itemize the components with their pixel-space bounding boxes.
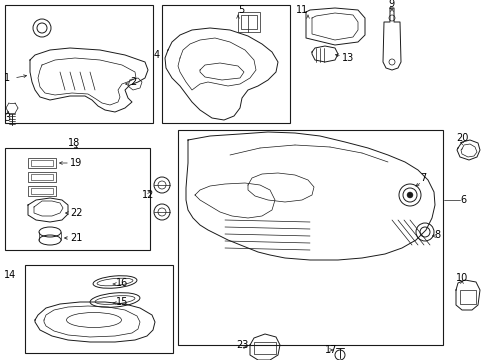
Text: 6: 6 (459, 195, 465, 205)
Text: 5: 5 (238, 5, 244, 15)
Bar (178, 130, 442, 345)
Bar (459, 290, 475, 304)
Bar (253, 342, 275, 354)
Bar (241, 15, 257, 29)
Bar (31, 160, 53, 166)
Bar (28, 172, 56, 182)
Bar (162, 5, 289, 123)
Bar (5, 5, 153, 123)
Text: 3: 3 (4, 113, 10, 123)
Text: 16: 16 (116, 278, 128, 288)
Text: 17: 17 (325, 345, 337, 355)
Text: 21: 21 (70, 233, 82, 243)
Text: 4: 4 (154, 50, 160, 60)
Text: 1: 1 (4, 73, 10, 83)
Text: 14: 14 (4, 270, 16, 280)
Text: 22: 22 (70, 208, 82, 218)
Text: 2: 2 (130, 77, 136, 87)
Text: 10: 10 (455, 273, 468, 283)
Bar (28, 158, 56, 168)
Bar (238, 12, 260, 32)
Text: 19: 19 (70, 158, 82, 168)
Bar (25, 265, 173, 353)
Circle shape (406, 192, 412, 198)
Bar (5, 148, 150, 250)
Bar (28, 186, 56, 196)
Text: 23: 23 (236, 340, 248, 350)
Text: 13: 13 (341, 53, 353, 63)
Bar (31, 188, 53, 194)
Text: 18: 18 (68, 138, 80, 148)
Text: 15: 15 (116, 297, 128, 307)
Text: 12: 12 (142, 190, 154, 200)
Text: 8: 8 (433, 230, 439, 240)
Text: 20: 20 (455, 133, 468, 143)
Bar (31, 174, 53, 180)
Text: 7: 7 (419, 173, 426, 183)
Text: 11: 11 (295, 5, 307, 15)
Text: 9: 9 (387, 0, 393, 9)
